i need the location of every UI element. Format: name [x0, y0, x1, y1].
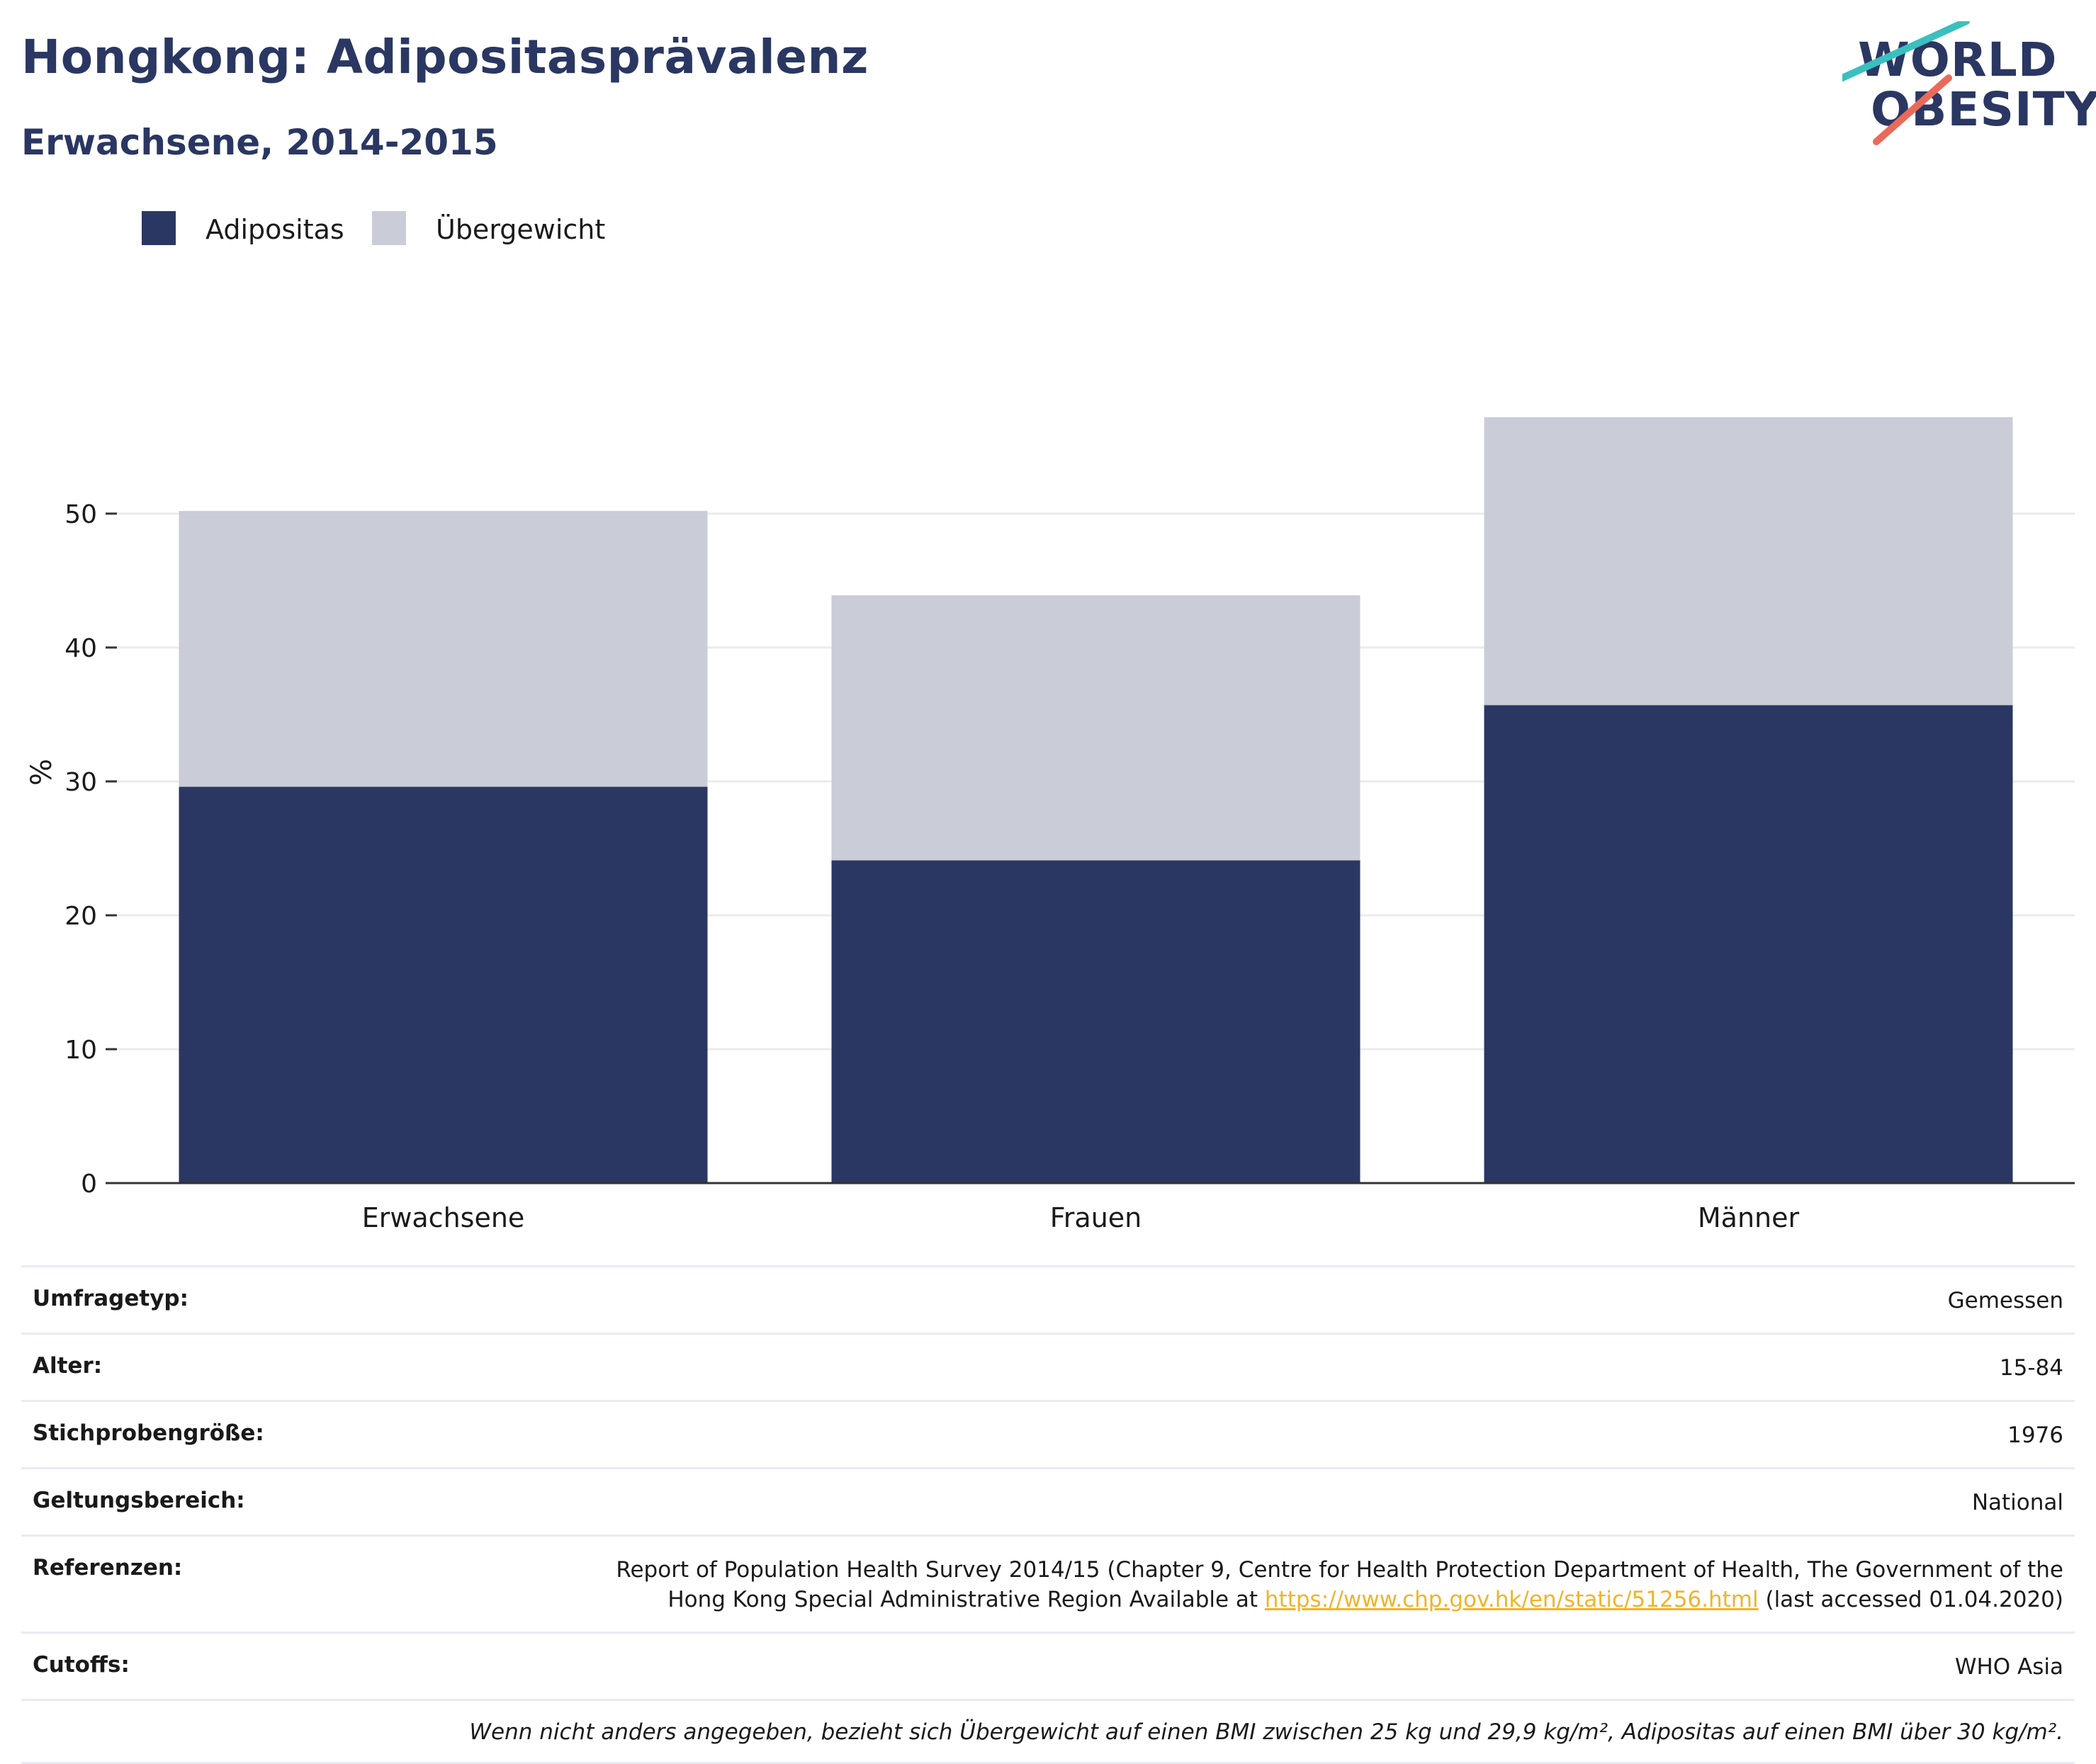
- y-tick-label: 40: [64, 634, 97, 663]
- axes: 0 10 20 30 40 50 Erwachsene Frauen Männer: [64, 500, 2075, 1233]
- bar-uebergewicht-0: [179, 511, 708, 787]
- info-row-stichprobengroesse: Stichprobengröße: 1976: [21, 1400, 2075, 1467]
- bar-adipositas-1: [831, 860, 1360, 1183]
- bar-adipositas-2: [1484, 705, 2013, 1183]
- logo-slash-bottom-icon: [1873, 74, 1952, 145]
- info-label: Umfragetyp:: [33, 1286, 188, 1311]
- x-tick-label: Männer: [1698, 1202, 1800, 1233]
- bar-adipositas-0: [179, 786, 708, 1183]
- y-tick-label: 10: [64, 1036, 97, 1065]
- world-obesity-logo: WORLD OBESITY: [1842, 21, 2096, 149]
- bar-chart: 0 10 20 30 40 50 Erwachsene Frauen Männer %: [26, 417, 2075, 1233]
- bar-uebergewicht-2: [1484, 417, 2013, 706]
- info-row-geltungsbereich: Geltungsbereich: National: [21, 1467, 2075, 1534]
- references-line2-suffix: (last accessed 01.04.2020): [1758, 1587, 2063, 1612]
- logo-line1: WORLD: [1858, 33, 2058, 87]
- info-label: Cutoffs:: [33, 1652, 130, 1678]
- info-row-alter: Alter: 15-84: [21, 1333, 2075, 1400]
- references-line1: Report of Population Health Survey 2014/…: [616, 1557, 2063, 1583]
- info-value: Gemessen: [1947, 1288, 2063, 1313]
- info-value: 1976: [2007, 1423, 2063, 1448]
- y-axis-label: %: [26, 759, 58, 786]
- info-row-umfragetyp: Umfragetyp: Gemessen: [21, 1265, 2075, 1333]
- chart-subtitle: Erwachsene, 2014-2015: [21, 122, 498, 163]
- info-row-referenzen: Referenzen: Report of Population Health …: [21, 1534, 2075, 1632]
- info-table: Umfragetyp: Gemessen Alter: 15-84 Stichp…: [21, 1265, 2075, 1764]
- info-value: WHO Asia: [1954, 1654, 2063, 1680]
- y-tick-label: 0: [81, 1170, 97, 1199]
- info-row-note: Wenn nicht anders angegeben, bezieht sic…: [21, 1699, 2075, 1764]
- info-label: Stichprobengröße:: [33, 1420, 264, 1446]
- info-value: National: [1971, 1490, 2063, 1515]
- info-label: Referenzen:: [33, 1555, 183, 1581]
- bmi-definition-note: Wenn nicht anders angegeben, bezieht sic…: [469, 1719, 2063, 1745]
- info-row-cutoffs: Cutoffs: WHO Asia: [21, 1632, 2075, 1699]
- legend-swatch-adipositas: [142, 211, 176, 245]
- references-line2-prefix: Hong Kong Special Administrative Region …: [667, 1587, 1265, 1612]
- bar-uebergewicht-1: [831, 595, 1360, 861]
- x-tick-label: Erwachsene: [362, 1202, 525, 1233]
- bars: [179, 417, 2013, 1183]
- references-link[interactable]: https://www.chp.gov.hk/en/static/51256.h…: [1264, 1587, 1759, 1612]
- chart-title: Hongkong: Adipositasprävalenz: [21, 30, 869, 84]
- y-tick-label: 20: [64, 902, 97, 931]
- y-tick-label: 50: [64, 500, 97, 529]
- x-tick-label: Frauen: [1050, 1202, 1142, 1233]
- info-value: 15-84: [1999, 1355, 2063, 1381]
- legend-label-adipositas: Adipositas: [205, 214, 344, 245]
- references-value: Report of Population Health Survey 2014/…: [616, 1555, 2063, 1615]
- legend-label-uebergewicht: Übergewicht: [436, 214, 606, 245]
- y-tick-label: 30: [64, 768, 97, 797]
- legend-swatch-uebergewicht: [372, 211, 406, 245]
- info-label: Geltungsbereich:: [33, 1488, 245, 1513]
- info-label: Alter:: [33, 1353, 103, 1379]
- logo-slash-icon: [1842, 21, 1970, 81]
